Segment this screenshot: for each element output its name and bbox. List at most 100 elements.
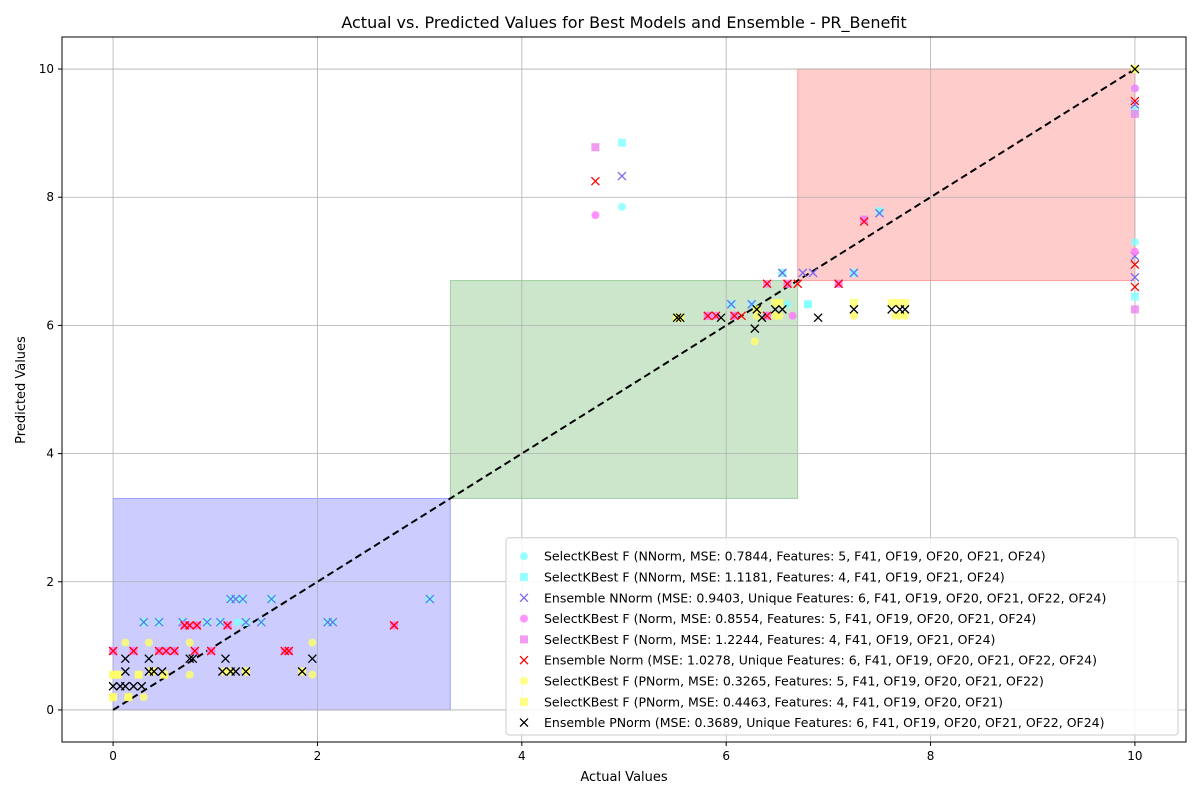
data-point	[1130, 292, 1139, 301]
data-point	[860, 215, 869, 224]
data-point	[190, 646, 200, 656]
tick-layer: 0 2 4 6 8 10 0 2 4 6 8 10	[39, 62, 1143, 763]
data-point	[114, 670, 123, 679]
grid-layer	[62, 37, 1186, 742]
data-point	[859, 217, 869, 227]
data-point	[160, 670, 169, 679]
legend-label: SelectKBest F (PNorm, MSE: 0.3265, Featu…	[544, 674, 1044, 689]
data-point	[783, 279, 792, 289]
series-6	[108, 96, 1140, 656]
data-point	[192, 620, 202, 630]
data-point	[675, 313, 685, 323]
data-point	[231, 594, 241, 604]
legend-label: SelectKBest F (Norm, MSE: 0.8554, Featur…	[544, 611, 1036, 626]
data-point	[834, 279, 844, 289]
reference-line	[112, 68, 1136, 711]
data-point	[169, 646, 179, 656]
points-layer	[108, 64, 1140, 702]
legend-marker	[520, 552, 528, 561]
data-point	[762, 279, 772, 289]
legend-marker	[520, 573, 528, 581]
data-point	[185, 620, 195, 630]
data-point	[672, 313, 682, 323]
data-point	[109, 670, 118, 679]
series-9	[108, 64, 1140, 691]
data-point	[1130, 99, 1140, 109]
data-point	[729, 311, 739, 321]
data-point	[389, 620, 399, 630]
data-point	[221, 667, 230, 676]
data-point	[120, 667, 130, 676]
data-point	[217, 667, 227, 676]
data-point	[284, 646, 294, 656]
data-point	[1130, 260, 1140, 269]
legend-marker	[519, 593, 529, 603]
x-tick-label: 8	[927, 749, 935, 763]
data-point	[1130, 272, 1140, 282]
data-point	[139, 617, 149, 627]
data-point	[617, 138, 626, 147]
data-point	[770, 304, 780, 314]
data-point	[307, 654, 317, 664]
y-tick-label: 6	[46, 318, 54, 332]
data-point	[775, 298, 784, 307]
data-point	[1130, 282, 1140, 292]
data-point	[108, 646, 118, 656]
data-point	[726, 299, 736, 309]
data-point	[849, 268, 859, 278]
data-point	[737, 311, 746, 321]
data-point	[1130, 109, 1139, 118]
data-point	[591, 143, 600, 152]
data-point	[154, 617, 164, 627]
data-point	[1130, 84, 1139, 93]
data-point	[901, 298, 909, 307]
data-point	[308, 638, 317, 647]
data-point	[1130, 64, 1140, 74]
x-tick-label: 0	[109, 749, 117, 763]
data-point	[328, 617, 338, 627]
legend-marker	[519, 655, 529, 665]
data-point	[206, 646, 216, 656]
legend-marker	[520, 677, 528, 685]
data-point	[617, 171, 627, 181]
legend-marker	[520, 635, 528, 644]
x-tick-label: 4	[518, 749, 526, 763]
data-point	[590, 176, 600, 186]
data-point	[803, 300, 812, 309]
data-point	[185, 670, 194, 679]
data-point	[161, 646, 171, 656]
data-point	[808, 268, 818, 278]
legend-label: SelectKBest F (PNorm, MSE: 0.4463, Featu…	[544, 694, 1003, 709]
legend-label: SelectKBest F (NNorm, MSE: 1.1181, Featu…	[544, 570, 1005, 585]
data-point	[241, 617, 251, 627]
data-point	[1130, 305, 1139, 314]
data-point	[750, 337, 759, 346]
data-point	[109, 693, 118, 702]
plot-frame	[61, 36, 1187, 743]
chart-title: Actual vs. Predicted Values for Best Mod…	[341, 13, 906, 33]
data-point	[144, 638, 153, 647]
data-point	[900, 304, 910, 314]
data-point	[750, 324, 760, 334]
data-point	[771, 298, 780, 307]
data-point	[762, 311, 772, 321]
x-tick-label: 10	[1127, 749, 1142, 763]
legend-label: Ensemble PNorm (MSE: 0.3689, Unique Feat…	[544, 715, 1105, 730]
data-point	[875, 207, 884, 216]
data-point	[1130, 96, 1140, 106]
data-point	[185, 654, 195, 664]
data-point	[777, 304, 787, 314]
legend-marker	[520, 697, 528, 706]
data-point	[849, 311, 858, 320]
legend-marker	[519, 718, 529, 728]
legend-label: SelectKBest F (NNorm, MSE: 0.7844, Featu…	[544, 549, 1046, 564]
data-point	[108, 681, 118, 691]
data-point	[1130, 247, 1139, 256]
data-point	[901, 311, 909, 320]
data-point	[788, 311, 797, 320]
data-point	[308, 670, 317, 679]
data-point	[233, 618, 242, 627]
legend-marker	[520, 614, 528, 623]
x-tick-label: 2	[314, 749, 322, 763]
